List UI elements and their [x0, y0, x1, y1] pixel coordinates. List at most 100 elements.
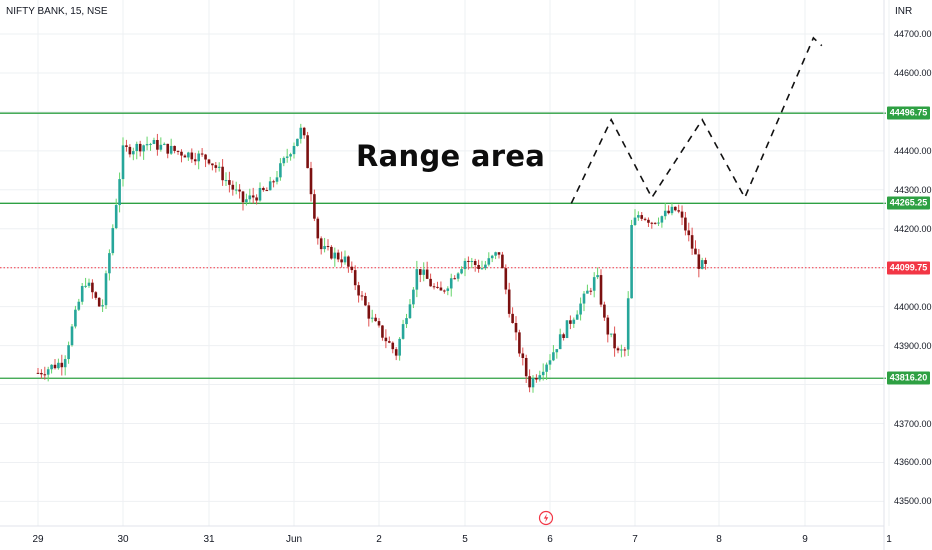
candle-body	[63, 359, 67, 368]
candle-body	[231, 184, 235, 190]
candle-body	[173, 145, 176, 151]
candle-body	[388, 341, 391, 343]
candle-body	[497, 252, 501, 255]
y-tick-label: 44000.00	[894, 301, 932, 312]
candle-body	[60, 362, 64, 368]
level-label-support[interactable]: 43816.20	[887, 371, 930, 385]
candle-body	[367, 305, 371, 319]
candle-body	[296, 138, 299, 146]
candle-body	[108, 253, 111, 274]
candle-body	[350, 266, 354, 271]
candle-body	[370, 317, 374, 319]
candle-body	[381, 325, 384, 338]
candle-body	[633, 217, 637, 226]
candle-body	[360, 295, 364, 297]
candle-body	[592, 277, 596, 291]
candle-body	[302, 127, 306, 136]
candle-body	[704, 260, 707, 264]
candle-body	[680, 211, 684, 218]
candle-body	[694, 248, 697, 255]
candle-body	[357, 285, 360, 296]
candle-body	[456, 273, 460, 279]
candle-body	[620, 349, 623, 351]
candle-body	[569, 320, 572, 324]
lightning-icon[interactable]	[538, 510, 554, 526]
y-tick-label: 44200.00	[894, 223, 932, 234]
x-tick-label: 31	[203, 534, 215, 545]
candle-body	[91, 282, 94, 293]
candle-body	[200, 153, 204, 155]
candle-body	[531, 378, 535, 388]
y-tick-label: 44300.00	[894, 184, 932, 195]
candle-body	[292, 145, 296, 155]
candle-body	[586, 290, 589, 294]
candle-body	[677, 210, 680, 212]
candle-body	[111, 228, 115, 254]
candle-body	[521, 353, 525, 358]
candle-body	[50, 364, 53, 370]
candle-body	[446, 288, 450, 291]
candle-body	[101, 305, 104, 307]
x-tick-label: 9	[802, 534, 808, 545]
range-area-annotation[interactable]: Range area	[356, 139, 546, 173]
candle-body	[616, 348, 620, 351]
candle-body	[299, 127, 303, 139]
candle-body	[40, 372, 43, 375]
candle-body	[697, 254, 701, 269]
candle-body	[453, 278, 456, 280]
candle-body	[415, 269, 419, 290]
candle-body	[606, 317, 610, 335]
candle-body	[262, 187, 265, 191]
candle-body	[156, 139, 159, 150]
candle-body	[599, 275, 603, 305]
candle-body	[258, 187, 262, 201]
candle-body	[429, 278, 432, 287]
candle-body	[663, 210, 667, 217]
x-tick-label: 6	[547, 534, 553, 545]
candle-body	[128, 146, 132, 155]
level-label-resistance[interactable]: 44496.75	[887, 106, 930, 120]
candle-body	[408, 304, 412, 319]
candle-body	[282, 157, 286, 164]
candle-body	[87, 282, 91, 286]
candle-body	[490, 255, 494, 259]
x-tick-label: 5	[462, 534, 468, 545]
candle-body	[640, 215, 644, 219]
candle-body	[306, 135, 309, 169]
candle-body	[125, 145, 128, 147]
candle-body	[353, 270, 357, 286]
projection-path	[570, 36, 823, 204]
candle-body	[667, 210, 670, 214]
level-lines	[0, 112, 886, 379]
candle-body	[193, 159, 197, 162]
candle-body	[477, 264, 480, 269]
candle-body	[575, 314, 579, 320]
candle-body	[422, 269, 426, 275]
candle-body	[494, 252, 497, 256]
candle-body	[401, 324, 405, 339]
candle-body	[484, 264, 487, 269]
level-label-range-bottom[interactable]: 44265.25	[887, 196, 930, 210]
candle-body	[637, 215, 640, 218]
candle-body	[562, 334, 565, 338]
candle-body	[364, 296, 367, 306]
candle-body	[412, 289, 415, 305]
candle-body	[609, 333, 613, 335]
candle-body	[347, 256, 350, 267]
candle-body	[565, 320, 569, 338]
candle-body	[70, 326, 74, 346]
y-tick-label: 44700.00	[894, 29, 932, 39]
candle-body	[443, 290, 446, 292]
candle-body	[104, 273, 108, 306]
candle-body	[398, 338, 401, 356]
candle-body	[197, 153, 200, 162]
candle-body	[224, 180, 228, 182]
candle-body	[214, 165, 218, 168]
candle-body	[504, 268, 508, 290]
candle-body	[630, 225, 633, 299]
level-label-last-price[interactable]: 44099.75	[887, 261, 930, 275]
candle-body	[653, 222, 657, 224]
chart-symbol-title[interactable]: NIFTY BANK, 15, NSE	[6, 6, 108, 17]
candle-body	[589, 290, 593, 292]
